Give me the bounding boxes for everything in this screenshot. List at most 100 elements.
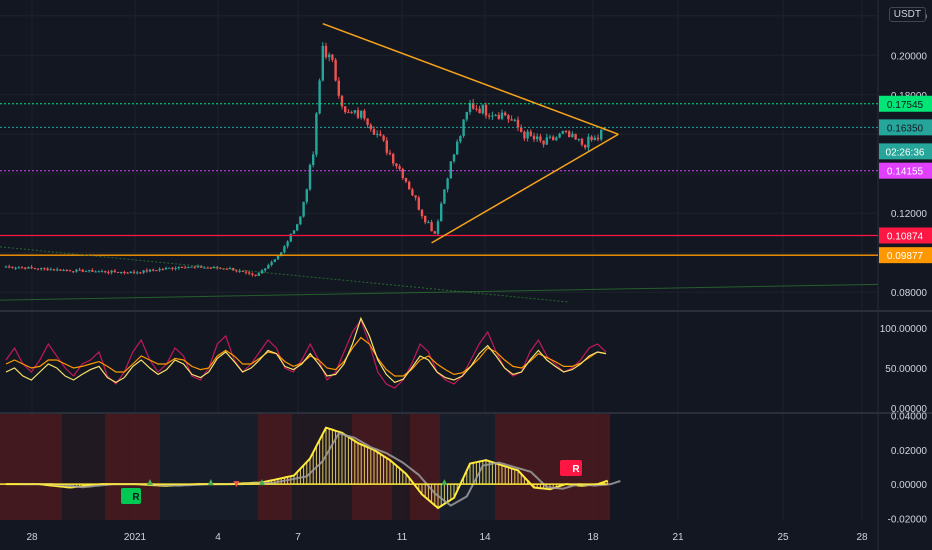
candle-body — [424, 216, 427, 223]
candle-body — [302, 201, 305, 217]
candle-body — [587, 136, 590, 148]
candle-body — [382, 135, 385, 141]
candle-body — [158, 269, 161, 271]
time-tick-label: 7 — [295, 532, 301, 543]
candle-body — [8, 266, 11, 268]
price-tag-text: 0.17545 — [887, 100, 924, 111]
price-tag-text: 0.10874 — [887, 231, 924, 242]
candles[interactable] — [4, 42, 606, 277]
candle-body — [132, 271, 136, 273]
momentum-shade — [62, 414, 105, 520]
candle-body — [180, 267, 184, 269]
candle-body — [593, 137, 596, 140]
candle-body — [321, 45, 324, 81]
candle-body — [260, 270, 264, 274]
candle-body — [72, 271, 75, 273]
candle-body — [200, 266, 203, 268]
candle-body — [414, 195, 417, 198]
candle-body — [337, 80, 340, 96]
time-axis[interactable]: 28 2021 4 7 11 14 18 21 25 28 — [26, 532, 868, 543]
candle-body — [107, 272, 110, 274]
candle-body — [190, 266, 193, 268]
momentum-pane[interactable]: RR — [0, 426, 621, 510]
candle-body — [404, 177, 408, 182]
candle-body — [411, 189, 414, 196]
candle-body — [94, 271, 97, 273]
momentum-shade — [160, 414, 258, 520]
candle-body — [379, 133, 382, 136]
candle-body — [27, 267, 30, 269]
time-tick-label: 2021 — [124, 532, 147, 543]
candle-body — [171, 267, 174, 269]
candle-body — [420, 209, 424, 217]
candle-body — [56, 269, 59, 271]
candle-body — [110, 270, 113, 273]
candle-body — [203, 267, 206, 269]
candle-body — [331, 54, 334, 60]
oscillator-pane[interactable] — [5, 316, 607, 389]
candle-body — [532, 135, 536, 140]
candle-body — [65, 269, 68, 271]
candle-body — [465, 111, 468, 120]
candle-body — [244, 271, 248, 273]
candle-body — [46, 268, 49, 271]
sell-marker — [233, 481, 240, 488]
momentum-tick-label: 0.00000 — [891, 480, 928, 491]
candle-body — [475, 108, 478, 110]
candle-body — [558, 133, 561, 138]
countdown-tag — [879, 143, 932, 160]
candle-body — [209, 267, 212, 269]
momentum-shading — [0, 414, 610, 520]
time-tick-label: 25 — [777, 532, 789, 543]
price-tick-label: 0.08000 — [891, 288, 928, 299]
candle-body — [552, 136, 555, 141]
candle-body — [507, 115, 510, 120]
candle-body — [462, 119, 465, 137]
oscillator-tick-label: 50.00000 — [885, 364, 927, 375]
oscillator-tick-label: 0.00000 — [891, 404, 928, 415]
candle-body — [216, 267, 219, 269]
candle-body — [571, 133, 574, 138]
momentum-shade — [392, 414, 410, 520]
candle-body — [497, 114, 500, 119]
candle-body — [88, 270, 91, 272]
candle-body — [334, 59, 337, 81]
candle-body — [142, 270, 145, 273]
time-tick-label: 28 — [26, 532, 38, 543]
candle-body — [590, 136, 593, 140]
candle-body — [68, 270, 72, 272]
candle-body — [574, 133, 577, 140]
candle-body — [516, 119, 520, 128]
triangle-lower-line — [431, 133, 619, 244]
candle-body — [484, 104, 488, 116]
candle-body — [206, 267, 209, 269]
candle-body — [49, 269, 52, 271]
candle-body — [468, 102, 472, 112]
candle-body — [129, 271, 132, 274]
candle-body — [312, 154, 315, 165]
price-axis[interactable]: 0.220000.200000.120000.080000.180000.175… — [879, 12, 932, 525]
candle-body — [459, 136, 462, 142]
candle-body — [273, 259, 276, 262]
buy-marker — [259, 479, 265, 486]
candle-body — [555, 137, 558, 141]
trend-line — [0, 246, 570, 303]
candle-body — [168, 267, 171, 269]
buy-marker — [441, 479, 448, 486]
time-tick-label: 28 — [856, 532, 868, 543]
signal-badge — [121, 488, 141, 504]
time-tick-label: 21 — [672, 532, 684, 543]
candle-body — [392, 154, 395, 164]
price-tick-label: 0.20000 — [891, 51, 928, 62]
candle-body — [113, 270, 116, 273]
candle-body — [238, 270, 241, 272]
momentum-shade — [0, 414, 62, 520]
candle-body — [395, 163, 398, 167]
candle-body — [164, 267, 168, 270]
candle-body — [270, 261, 273, 265]
candle-body — [520, 127, 523, 132]
price-tag — [879, 162, 932, 179]
candle-body — [136, 272, 139, 274]
candle-body — [292, 230, 296, 234]
